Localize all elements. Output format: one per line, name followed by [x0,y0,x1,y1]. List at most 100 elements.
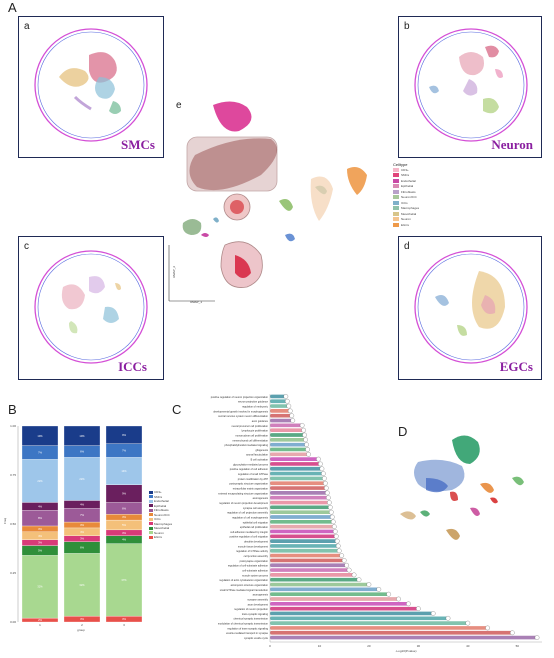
category-label: vesicle-mediated transport in synapse [226,632,269,635]
legend-item: CD3+ [149,490,175,495]
enrichment-bar [270,442,307,447]
subpanel-letter: d [404,241,410,252]
panel-letter-b: B [8,402,17,417]
category-label: chemical synaptic transmission [234,618,269,621]
panel-letter-d: D [398,424,408,439]
legend-swatch [149,522,153,526]
segment-data-label: 3% [38,541,42,545]
bar-end-marker [321,471,326,476]
legend-item: Endothelial [149,499,175,504]
x-tick-label: 30 [417,644,421,648]
enrichment-bar [270,510,332,515]
bar-end-marker [329,514,335,520]
legend-item: Macrophages [149,522,175,527]
enrichment-bar [270,447,308,452]
category-label: muscle tissue development [238,545,268,548]
legend-label: ICCs [401,200,408,205]
category-label: protein modification by ATP [238,478,269,481]
bar-end-marker [366,582,372,587]
bar-end-marker [510,630,515,636]
segment-data-label: 4% [122,538,126,542]
enrichment-bar [270,481,326,486]
legend-label: Endothelial [401,178,416,183]
enrichment-bar [270,519,334,524]
enrichment-bar [270,563,347,568]
bar-end-marker [287,408,293,414]
enrichment-bar [270,466,322,471]
legend-label: ICCs [154,517,161,522]
segment-data-label: 37% [121,578,127,582]
bar-end-marker [465,620,471,626]
legend-swatch [149,513,153,517]
segment-data-label: 9% [122,492,126,496]
segment-data-label: 4% [38,504,42,508]
segment-data-label: 3% [122,617,126,621]
enrichment-bar [270,611,434,616]
legend-title: Celltype [393,162,408,167]
category-label: axonogenesis [253,594,269,597]
y-tick-label: 0.75 [10,473,16,477]
subpanel-letter: c [24,241,29,252]
enrichment-bar [270,616,449,621]
bar-end-marker [326,495,331,501]
bar-end-marker [485,625,490,631]
enrichment-bar [270,592,389,597]
category-label: external encapsulating structure organiz… [218,492,268,495]
legend-swatch [149,490,153,494]
legend-swatch [393,217,399,222]
bar-end-marker [289,413,295,419]
celltype-label-egcs: EGCs [499,359,533,374]
segment-data-label: 3% [122,531,126,535]
panel-letter-c: C [172,402,182,417]
enrichment-bar [270,548,340,553]
category-label: postsynaptic structure organization [229,483,268,486]
bar-end-marker [386,591,392,597]
category-label: developmental growth involved in morphog… [213,410,269,413]
bar-end-marker [304,442,309,447]
segment-data-label: 6% [122,506,126,510]
bar-end-marker [302,432,307,438]
legend-label: Fibroblasts [154,508,169,513]
umap-x-axis-label: UMAP_1 [190,300,203,304]
x-tick-label: 50 [516,644,520,648]
enrichment-bar [270,626,488,630]
bar-end-marker [336,548,342,554]
enrichment-bar [270,568,350,572]
legend-label: EGCs [154,535,163,540]
category-label: regulation of cell-substrate adhesion [228,565,269,568]
legend-swatch [149,526,153,530]
category-label: muscle system process [242,574,269,577]
x-axis-label: -Log10(P.value) [396,649,417,653]
category-label: axonal fasciculation [246,454,268,457]
legend-swatch [393,206,399,211]
bar-end-marker [329,509,334,515]
bar-end-marker [406,601,411,607]
segment-data-label: 3% [80,523,84,527]
bar-end-marker [325,490,330,496]
y-tick-label: 1.00 [10,424,16,428]
category-label: epithelial cell proliferation [240,526,269,529]
bar-end-marker [322,476,327,481]
umap-plot-d [400,435,524,540]
category-label: regulation of small GTPase [238,473,269,476]
enrichment-bar [270,558,345,563]
category-label: axonogenesis [253,497,269,500]
segment-data-label: 32% [79,583,85,587]
enrichment-bar [270,621,468,625]
category-label: regulation of GTPase activity [236,550,269,553]
category-label: mesenchymal cell differentiation [232,439,268,442]
legend-item: Mesothelial [149,526,175,531]
segment-data-label: 10% [79,434,85,438]
legend-swatch [393,173,399,178]
category-label: regulation of actin cytoskeleton organiz… [219,579,268,582]
legend-swatch [149,517,153,521]
subpanel-letter: a [24,21,30,32]
legend-label: Neuron [154,530,164,535]
legend-item: Endothelial [393,178,433,184]
enrichment-bar [270,452,309,457]
category-label: positive regulation of cell adhesion [230,468,269,471]
legend-label: Neuron/ICC [401,195,417,200]
legend-label: Neuron [401,217,411,222]
stacked-bar-segment [105,457,143,485]
y-tick-label: 0.50 [10,522,16,526]
